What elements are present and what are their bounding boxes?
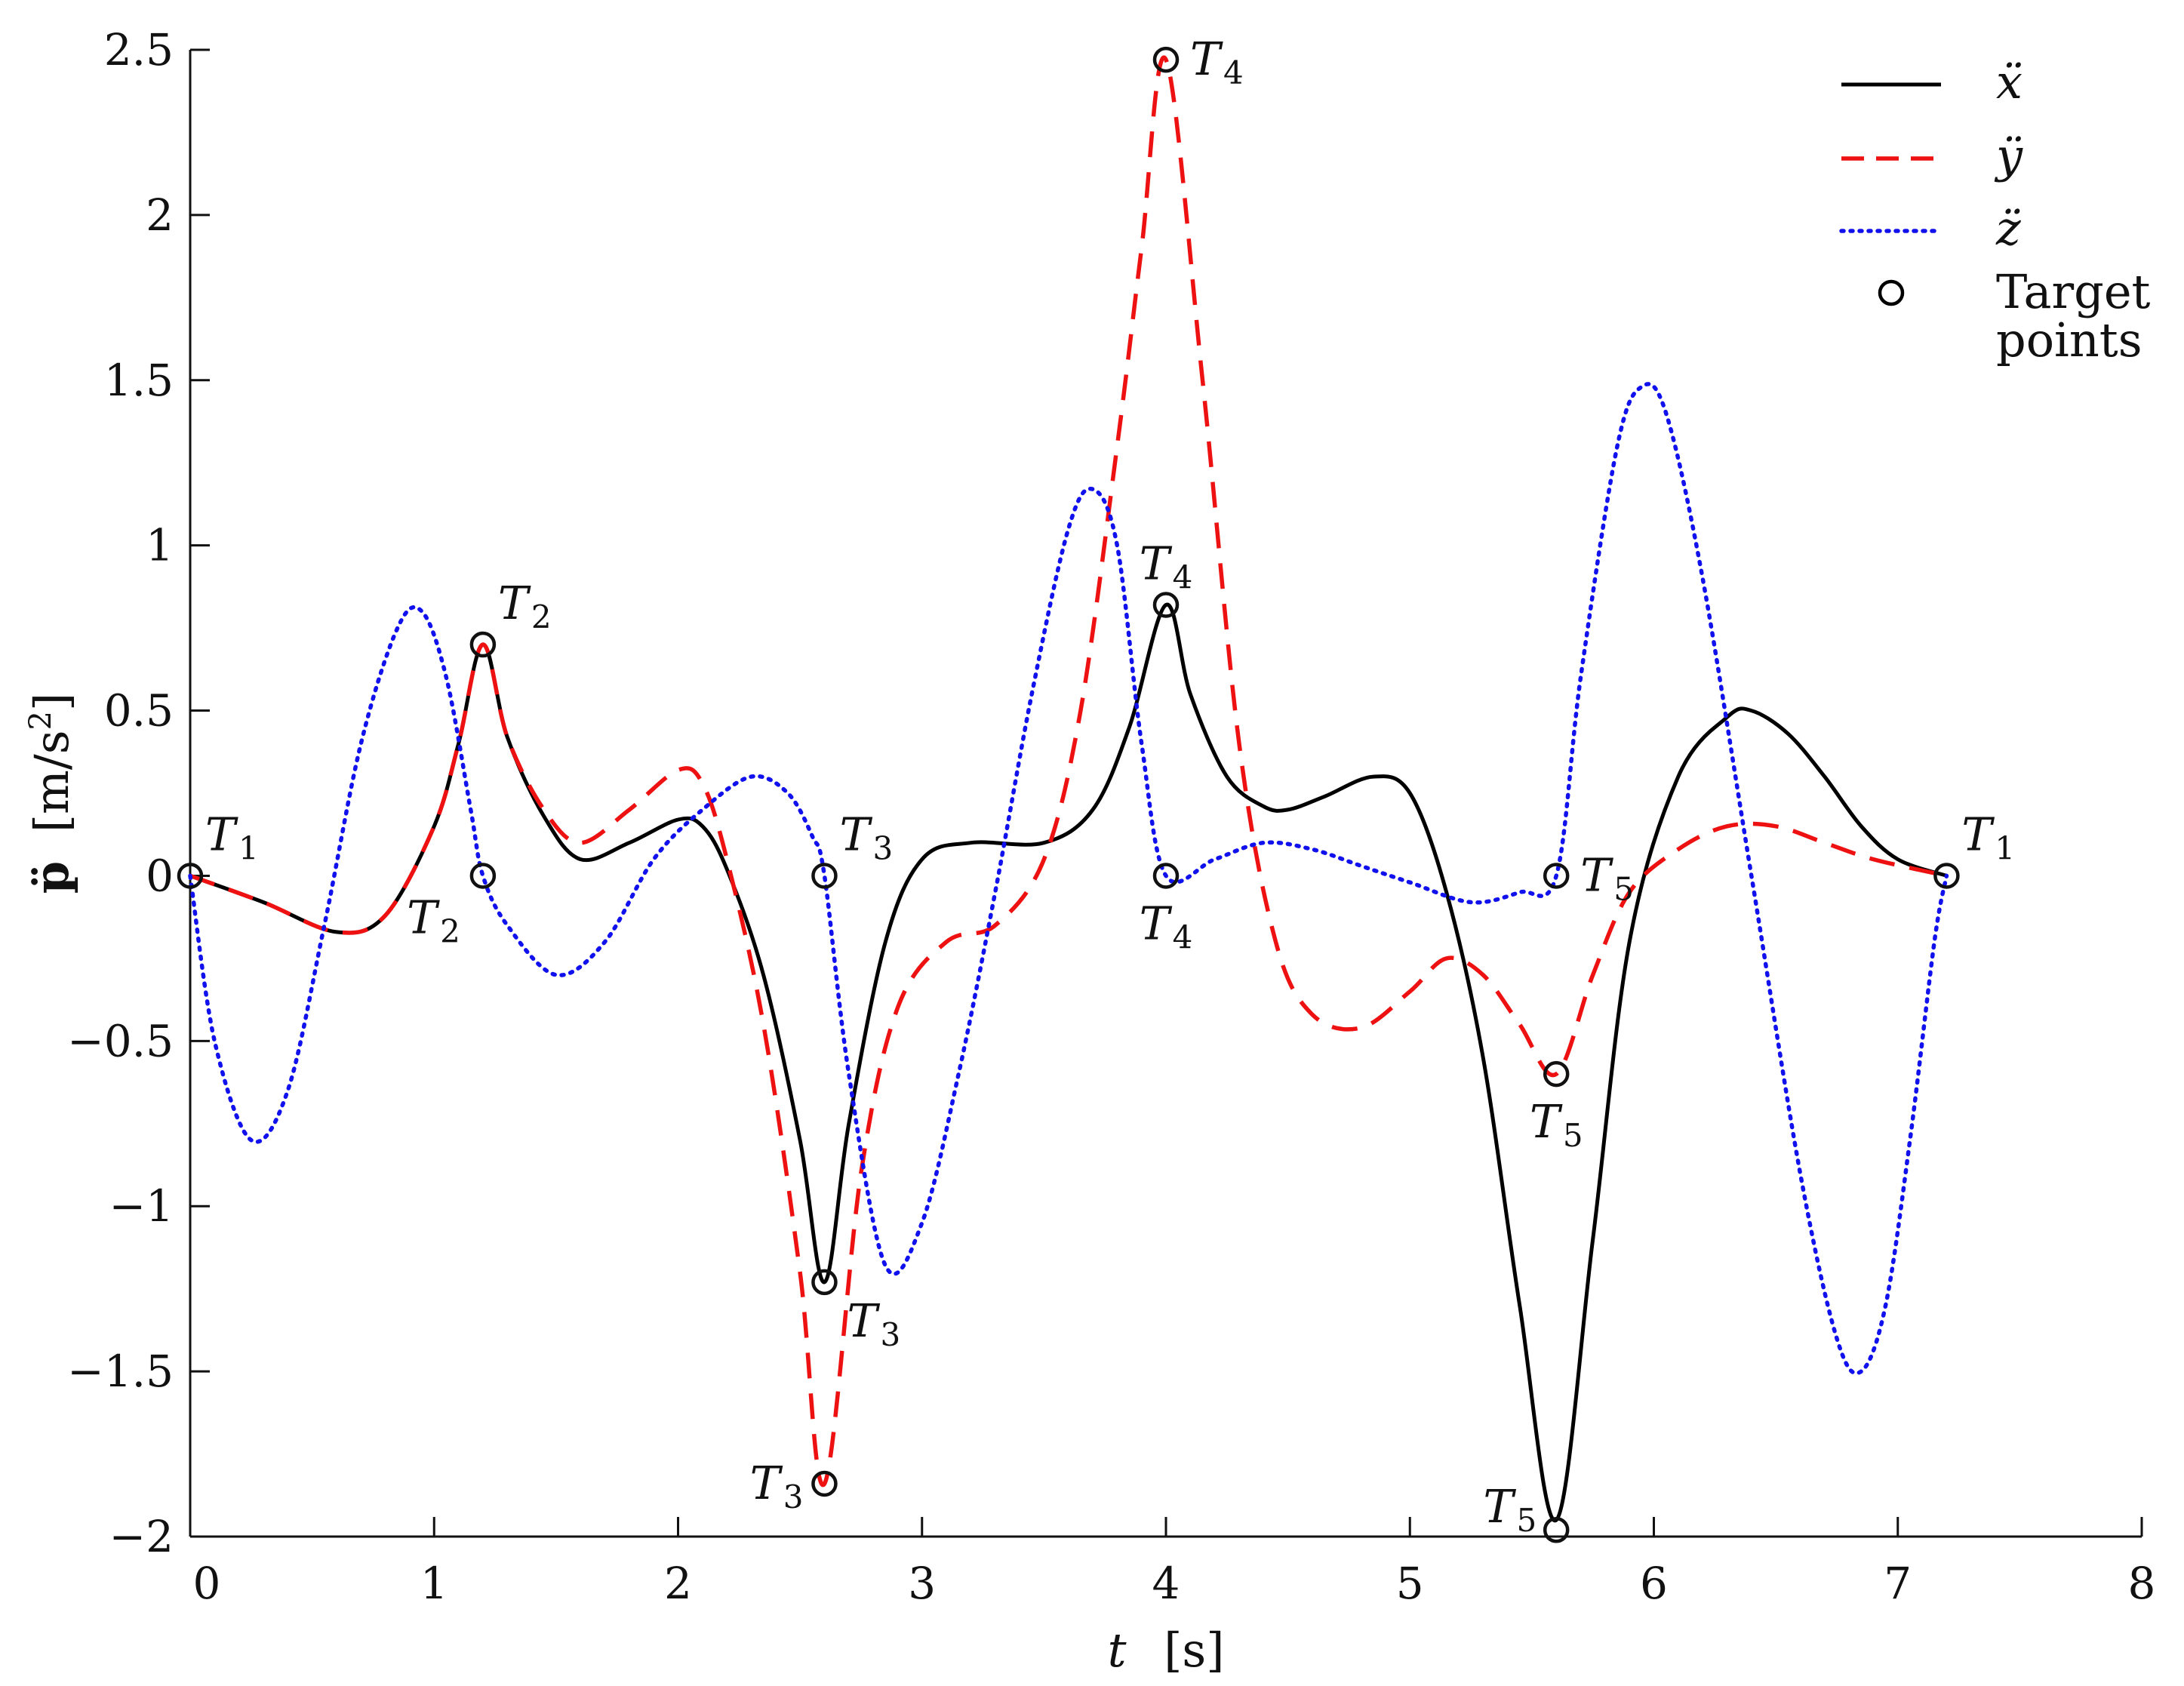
x-tick-label: 6: [1640, 1558, 1668, 1609]
x-tick-label: 5: [1396, 1558, 1424, 1609]
target-points-layer: T1 T2 T2 T3 T3 T3 T4 T4 T4 T5 T5 T5 T1: [177, 33, 2015, 1543]
target-point-marker: [469, 863, 497, 889]
target-point-marker: [1152, 592, 1180, 618]
target-point-label: T4: [1190, 33, 1244, 91]
legend-entry-y-accel: ÿ: [1841, 128, 2023, 183]
target-point-marker: [469, 631, 497, 658]
y-tick-label: 2: [146, 189, 174, 241]
target-point-label: T4: [1140, 537, 1193, 595]
target-point-label: T5: [1580, 849, 1634, 907]
target-point-label: T1: [205, 808, 259, 866]
x-axis-title: t [s]: [1108, 1623, 1225, 1678]
target-point-marker: [1152, 863, 1180, 889]
series-z-accel-line: [188, 382, 1949, 1376]
y-tick-label: 0: [146, 850, 174, 901]
y-tick-label: 2.5: [104, 24, 174, 75]
legend-marker-circle: [1878, 279, 1905, 306]
target-point-label: T5: [1530, 1096, 1583, 1154]
x-axis-variable: t: [1108, 1623, 1127, 1678]
y-tick-label: 1.5: [104, 355, 174, 406]
y-tick-label: 1: [146, 520, 174, 571]
y-axis-title: p̈ [m/s2]: [23, 693, 79, 894]
x-tick-label: 7: [1884, 1558, 1912, 1609]
x-tick-label: 2: [664, 1558, 692, 1609]
y-axis-unit-post: ]: [24, 693, 79, 711]
target-point-marker: [1933, 863, 1960, 889]
y-axis-variable: p̈: [24, 861, 79, 894]
target-point-label: T3: [750, 1457, 804, 1515]
legend-entry-x-accel: ẍ: [1841, 54, 2023, 109]
target-point-marker: [1543, 863, 1570, 889]
x-tick-label: 3: [908, 1558, 936, 1609]
y-axis-unit-sup: 2: [23, 711, 58, 730]
legend-label: ẍ: [1996, 54, 2023, 109]
target-point-label: T3: [839, 808, 893, 866]
target-point-marker: [1543, 1060, 1570, 1088]
target-point-marker: [811, 863, 838, 889]
legend-label: ÿ: [1994, 128, 2023, 183]
y-axis-unit-pre: [m/s: [24, 730, 79, 832]
y-tick-label: −2: [109, 1511, 174, 1562]
x-tick-label: 8: [2128, 1558, 2156, 1609]
legend-entry-z-accel: z̈: [1839, 201, 2021, 256]
x-tick-label: 4: [1152, 1558, 1180, 1609]
target-point-label: T2: [407, 891, 460, 949]
series-layer: [188, 55, 1949, 1523]
target-point-label: T1: [1961, 808, 2015, 866]
target-point-label: T3: [847, 1295, 900, 1353]
y-tick-label: −1: [109, 1180, 174, 1232]
x-axis-unit: [s]: [1164, 1623, 1224, 1678]
series-y-accel-line: [189, 55, 1947, 1488]
legend-label-line2: points: [1996, 312, 2142, 368]
target-point-label: T4: [1140, 897, 1193, 955]
y-tick-label: −0.5: [67, 1015, 174, 1066]
y-tick-label: −1.5: [67, 1346, 174, 1397]
target-point-marker: [177, 863, 204, 889]
target-point-marker: [811, 1269, 838, 1296]
target-point-label: T2: [498, 577, 552, 635]
legend-label: z̈: [1995, 201, 2021, 256]
series-x-accel-line: [189, 602, 1948, 1523]
target-point-marker: [1543, 1516, 1570, 1543]
x-tick-label: 0: [193, 1558, 221, 1609]
legend-label: Target: [1996, 264, 2151, 319]
target-point-marker: [811, 1470, 838, 1497]
axes: 0 1 2 3 4 5 6 7 8 −2 −1.5 −1 −0.5 0 0.5 1 1.5 2 2.5: [67, 24, 2155, 1609]
target-point-label: T5: [1483, 1481, 1536, 1539]
x-tick-label: 1: [420, 1558, 448, 1609]
target-point-marker: [1152, 46, 1180, 73]
y-tick-label: 0.5: [104, 685, 174, 737]
